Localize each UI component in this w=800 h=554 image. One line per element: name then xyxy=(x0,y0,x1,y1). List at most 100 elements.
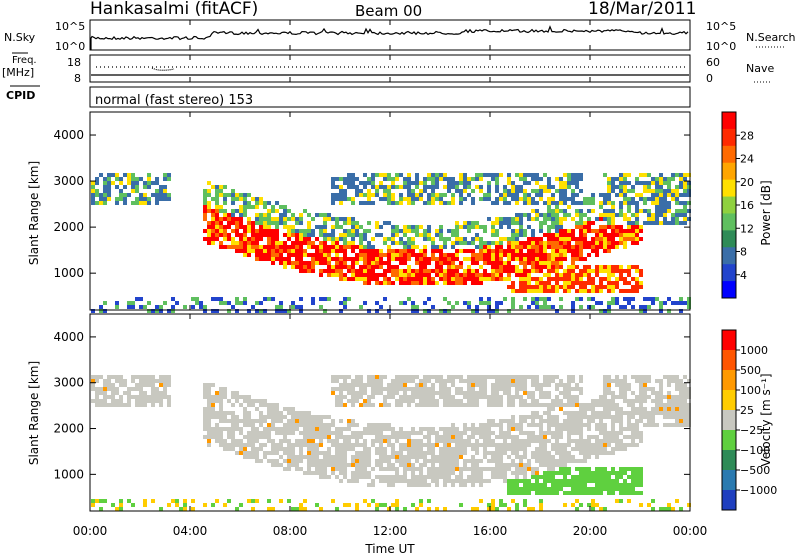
scatter-cell xyxy=(535,487,539,491)
scatter-cell xyxy=(363,229,367,233)
scatter-cell xyxy=(371,185,375,189)
scatter-cell xyxy=(411,305,415,309)
scatter-cell xyxy=(495,277,499,281)
scatter-cell xyxy=(367,197,371,201)
scatter-cell xyxy=(423,273,427,277)
scatter-cell xyxy=(579,305,583,309)
scatter-cell xyxy=(559,459,563,463)
scatter-cell xyxy=(539,229,543,233)
scatter-cell xyxy=(387,435,391,439)
scatter-cell xyxy=(567,427,571,431)
scatter-cell xyxy=(463,177,467,181)
scatter-cell xyxy=(395,403,399,407)
scatter-cell xyxy=(591,209,595,213)
scatter-cell xyxy=(527,213,531,217)
scatter-cell xyxy=(151,387,155,391)
scatter-cell xyxy=(467,193,471,197)
scatter-cell xyxy=(219,217,223,221)
scatter-cell xyxy=(531,419,535,423)
scatter-cell xyxy=(395,431,399,435)
scatter-cell xyxy=(491,277,495,281)
scatter-cell xyxy=(459,181,463,185)
scatter-cell xyxy=(619,241,623,245)
scatter-cell xyxy=(319,435,323,439)
scatter-cell xyxy=(419,249,423,253)
scatter-cell xyxy=(535,257,539,261)
scatter-cell xyxy=(439,395,443,399)
scatter-cell xyxy=(607,475,611,479)
scatter-cell xyxy=(395,273,399,277)
scatter-cell xyxy=(563,427,567,431)
scatter-cell xyxy=(407,277,411,281)
scatter-cell xyxy=(451,265,455,269)
scatter-cell xyxy=(507,249,511,253)
scatter-cell xyxy=(675,499,679,503)
scatter-cell xyxy=(427,269,431,273)
scatter-cell xyxy=(547,253,551,257)
scatter-cell xyxy=(563,193,567,197)
scatter-cell xyxy=(587,451,591,455)
scatter-cell xyxy=(275,415,279,419)
scatter-cell xyxy=(303,209,307,213)
scatter-cell xyxy=(479,241,483,245)
scatter-cell xyxy=(143,197,147,201)
scatter-cell xyxy=(387,463,391,467)
scatter-cell xyxy=(567,443,571,447)
scatter-cell xyxy=(483,249,487,253)
scatter-cell xyxy=(627,403,631,407)
scatter-cell xyxy=(471,507,475,511)
scatter-cell xyxy=(231,411,235,415)
scatter-cell xyxy=(599,447,603,451)
scatter-cell xyxy=(115,173,119,177)
scatter-cell xyxy=(559,217,563,221)
scatter-cell xyxy=(343,241,347,245)
scatter-cell xyxy=(387,423,391,427)
scatter-cell xyxy=(559,431,563,435)
scatter-cell xyxy=(219,205,223,209)
scatter-cell xyxy=(131,395,135,399)
scatter-cell xyxy=(435,479,439,483)
scatter-cell xyxy=(223,387,227,391)
scatter-cell xyxy=(419,443,423,447)
scatter-cell xyxy=(351,455,355,459)
scatter-cell xyxy=(535,241,539,245)
scatter-cell xyxy=(507,491,511,495)
scatter-cell xyxy=(395,265,399,269)
scatter-cell xyxy=(663,213,667,217)
scatter-cell xyxy=(159,379,163,383)
scatter-cell xyxy=(515,233,519,237)
scatter-cell xyxy=(559,233,563,237)
scatter-cell xyxy=(427,201,431,205)
scatter-cell xyxy=(263,309,267,313)
scatter-cell xyxy=(231,245,235,249)
scatter-cell xyxy=(155,305,159,309)
scatter-cell xyxy=(667,185,671,189)
scatter-cell xyxy=(539,423,543,427)
scatter-cell xyxy=(215,237,219,241)
scatter-cell xyxy=(563,491,567,495)
scatter-cell xyxy=(447,479,451,483)
scatter-cell xyxy=(319,467,323,471)
scatter-cell xyxy=(435,261,439,265)
scatter-cell xyxy=(323,475,327,479)
scatter-cell xyxy=(447,447,451,451)
scatter-cell xyxy=(607,177,611,181)
scatter-cell xyxy=(575,507,579,511)
scatter-cell xyxy=(219,431,223,435)
scatter-cell xyxy=(455,387,459,391)
scatter-cell xyxy=(599,237,603,241)
scatter-cell xyxy=(119,499,123,503)
scatter-cell xyxy=(415,185,419,189)
scatter-cell xyxy=(643,415,647,419)
scatter-cell xyxy=(667,383,671,387)
scatter-cell xyxy=(391,193,395,197)
scatter-cell xyxy=(235,217,239,221)
scatter-cell xyxy=(315,427,319,431)
scatter-cell xyxy=(435,431,439,435)
scatter-cell xyxy=(631,471,635,475)
scatter-cell xyxy=(367,193,371,197)
scatter-cell xyxy=(631,423,635,427)
scatter-cell xyxy=(483,383,487,387)
scatter-cell xyxy=(135,403,139,407)
scatter-cell xyxy=(435,173,439,177)
